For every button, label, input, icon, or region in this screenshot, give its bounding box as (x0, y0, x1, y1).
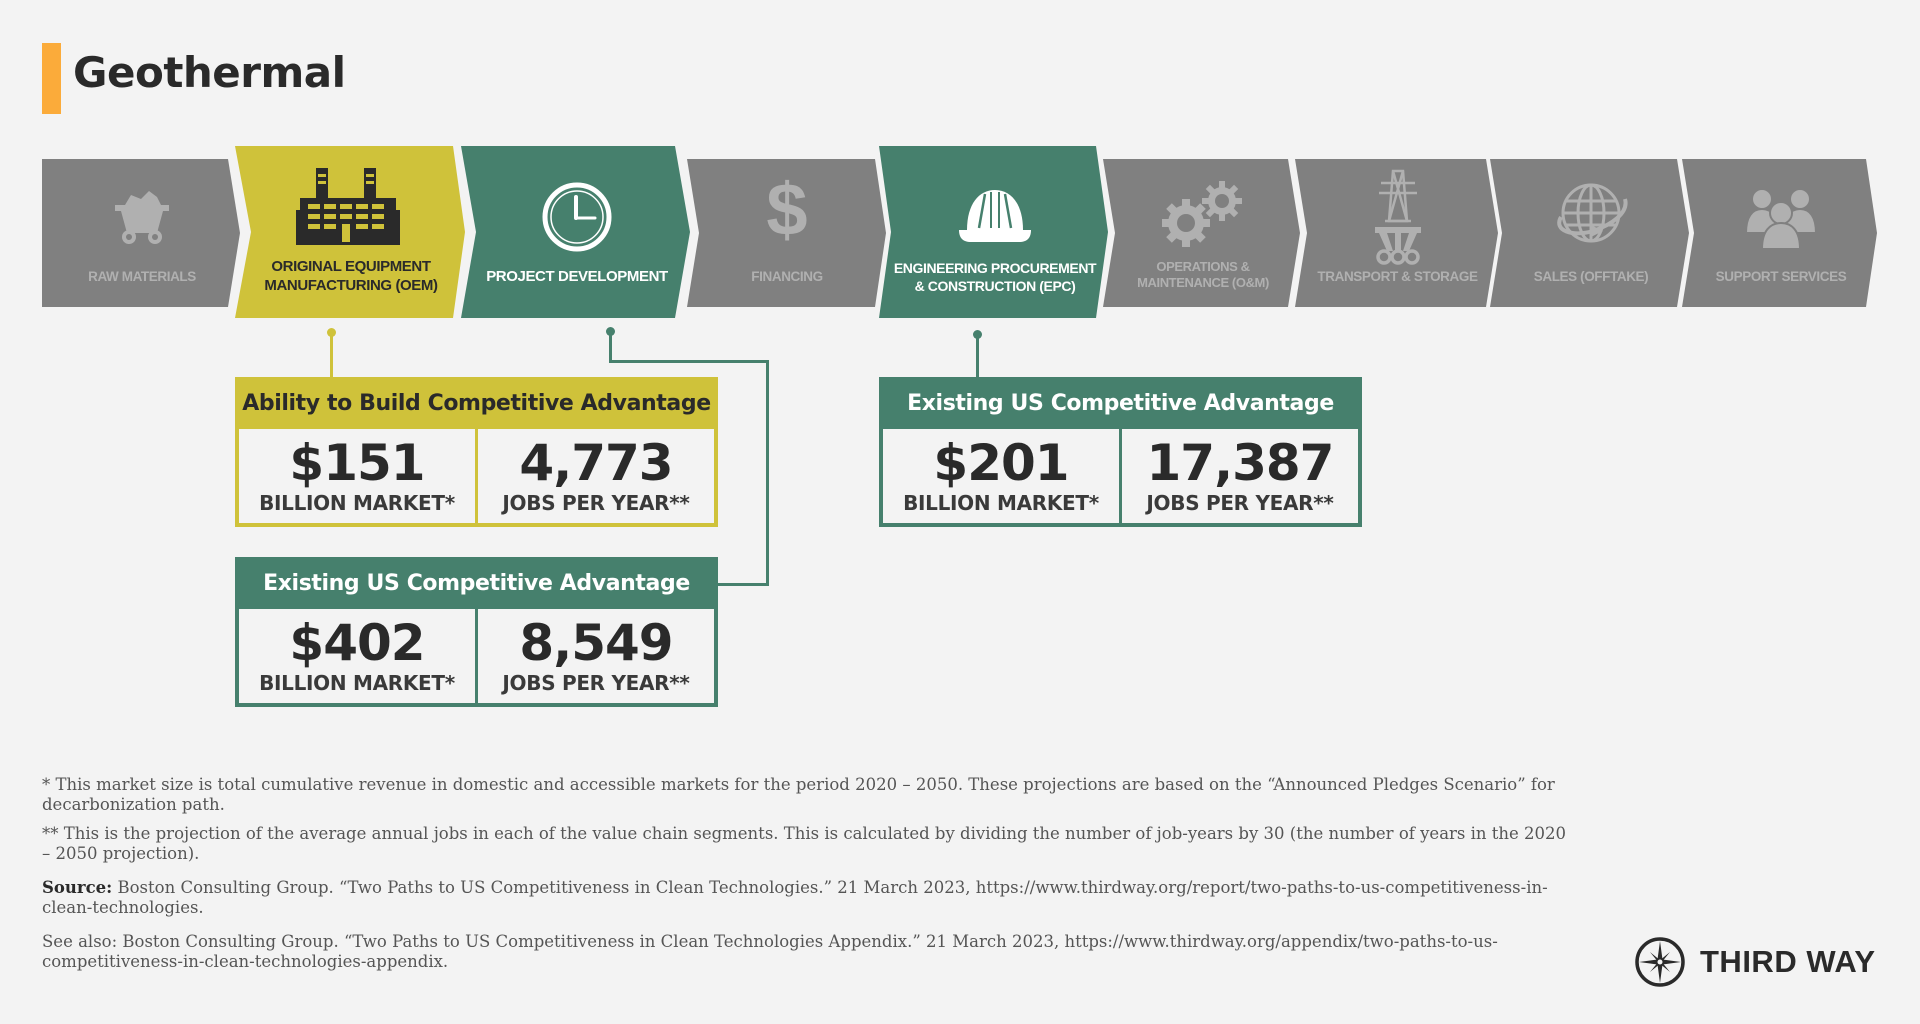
mine-cart-icon (115, 191, 169, 244)
jobs-value: 4,773 (519, 433, 673, 492)
clock-icon (542, 182, 612, 252)
segment-support-services: SUPPORT SERVICES (1682, 159, 1880, 307)
market-cell: $201 BILLION MARKET* (883, 429, 1119, 523)
connector-dot-project-development (606, 327, 615, 336)
gears-icon (1162, 181, 1242, 247)
stat-box-title: Existing US Competitive Advantage (879, 377, 1362, 429)
title-accent-bar (42, 43, 61, 114)
footnote-jobs: ** This is the projection of the average… (42, 824, 1567, 863)
market-value: $402 (289, 613, 425, 672)
third-way-logo: THIRD WAY (1634, 936, 1876, 988)
jobs-label: JOBS PER YEAR** (502, 670, 690, 695)
segment-label: SALES (OFFTAKE) (1533, 269, 1649, 284)
segment-label: ORIGINAL EQUIPMENT MANUFACTURING (OEM) (264, 258, 438, 294)
connector-line-project-development (609, 360, 769, 363)
hard-hat-icon (959, 190, 1031, 242)
footnote-market: * This market size is total cumulative r… (42, 775, 1555, 814)
connector-line-epc (976, 336, 979, 378)
connector-line-project-development (766, 360, 769, 586)
segment-label: SUPPORT SERVICES (1715, 269, 1847, 284)
value-chain: RAW MATERIALS ORIGINAL EQUIPMENT MANUFAC… (0, 0, 1920, 340)
segment-operations-maintenance: OPERATIONS & MAINTENANCE (O&M) (1103, 159, 1303, 307)
market-cell: $402 BILLION MARKET* (239, 609, 475, 703)
connector-line-oem (330, 334, 333, 378)
segment-label: OPERATIONS & MAINTENANCE (O&M) (1137, 259, 1269, 291)
jobs-value: 17,387 (1146, 433, 1335, 492)
market-value: $201 (933, 433, 1069, 492)
segment-label: FINANCING (751, 269, 823, 284)
people-group-icon (1744, 188, 1818, 249)
market-label: BILLION MARKET* (259, 490, 455, 515)
segment-oem: ORIGINAL EQUIPMENT MANUFACTURING (OEM) (235, 146, 467, 318)
jobs-cell: 4,773 JOBS PER YEAR** (475, 429, 714, 523)
source-label: Source: (42, 878, 113, 897)
stat-box-epc-existing: Existing US Competitive Advantage $201 B… (879, 377, 1362, 527)
segment-project-development: PROJECT DEVELOPMENT (461, 146, 693, 318)
market-cell: $151 BILLION MARKET* (239, 429, 475, 523)
stat-box-project-development-existing: Existing US Competitive Advantage $402 B… (235, 557, 718, 707)
connector-dot-oem (327, 328, 336, 337)
segment-label: ENGINEERING PROCUREMENT & CONSTRUCTION (… (893, 260, 1097, 294)
market-label: BILLION MARKET* (903, 490, 1099, 515)
jobs-label: JOBS PER YEAR** (1146, 490, 1334, 515)
jobs-label: JOBS PER YEAR** (502, 490, 690, 515)
footnote-see-also: See also: Boston Consulting Group. “Two … (42, 932, 1498, 971)
segment-label: PROJECT DEVELOPMENT (486, 268, 668, 285)
jobs-cell: 8,549 JOBS PER YEAR** (475, 609, 714, 703)
stat-box-oem-ability: Ability to Build Competitive Advantage $… (235, 377, 718, 527)
page-title: Geothermal (73, 48, 346, 97)
jobs-value: 8,549 (519, 613, 673, 672)
connector-dot-epc (973, 330, 982, 339)
factory-icon (296, 168, 400, 245)
segment-epc: ENGINEERING PROCUREMENT & CONSTRUCTION (… (879, 146, 1111, 318)
segment-sales: SALES (OFFTAKE) (1490, 159, 1692, 307)
stat-box-title: Ability to Build Competitive Advantage (235, 377, 718, 429)
segment-financing: $ FINANCING (687, 159, 887, 307)
segment-label: TRANSPORT & STORAGE (1317, 269, 1478, 284)
compass-star-icon (1635, 937, 1685, 987)
power-tower-pipes-icon (1374, 169, 1421, 265)
segment-label: RAW MATERIALS (88, 269, 196, 284)
market-value: $151 (289, 433, 425, 492)
source-text: Boston Consulting Group. “Two Paths to U… (42, 878, 1548, 917)
dollar-icon: $ (766, 168, 808, 251)
segment-raw-materials: RAW MATERIALS (42, 159, 242, 307)
market-label: BILLION MARKET* (259, 670, 455, 695)
jobs-cell: 17,387 JOBS PER YEAR** (1119, 429, 1358, 523)
segment-transport-storage: TRANSPORT & STORAGE (1295, 159, 1500, 307)
connector-line-project-development (716, 583, 769, 586)
stat-box-title: Existing US Competitive Advantage (235, 557, 718, 609)
globe-arrow-icon (1557, 183, 1628, 243)
footnote-source: Source: Boston Consulting Group. “Two Pa… (42, 878, 1572, 918)
logo-text: THIRD WAY (1700, 944, 1876, 979)
connector-line-project-development (609, 333, 612, 363)
footnotes: * This market size is total cumulative r… (42, 775, 1572, 981)
